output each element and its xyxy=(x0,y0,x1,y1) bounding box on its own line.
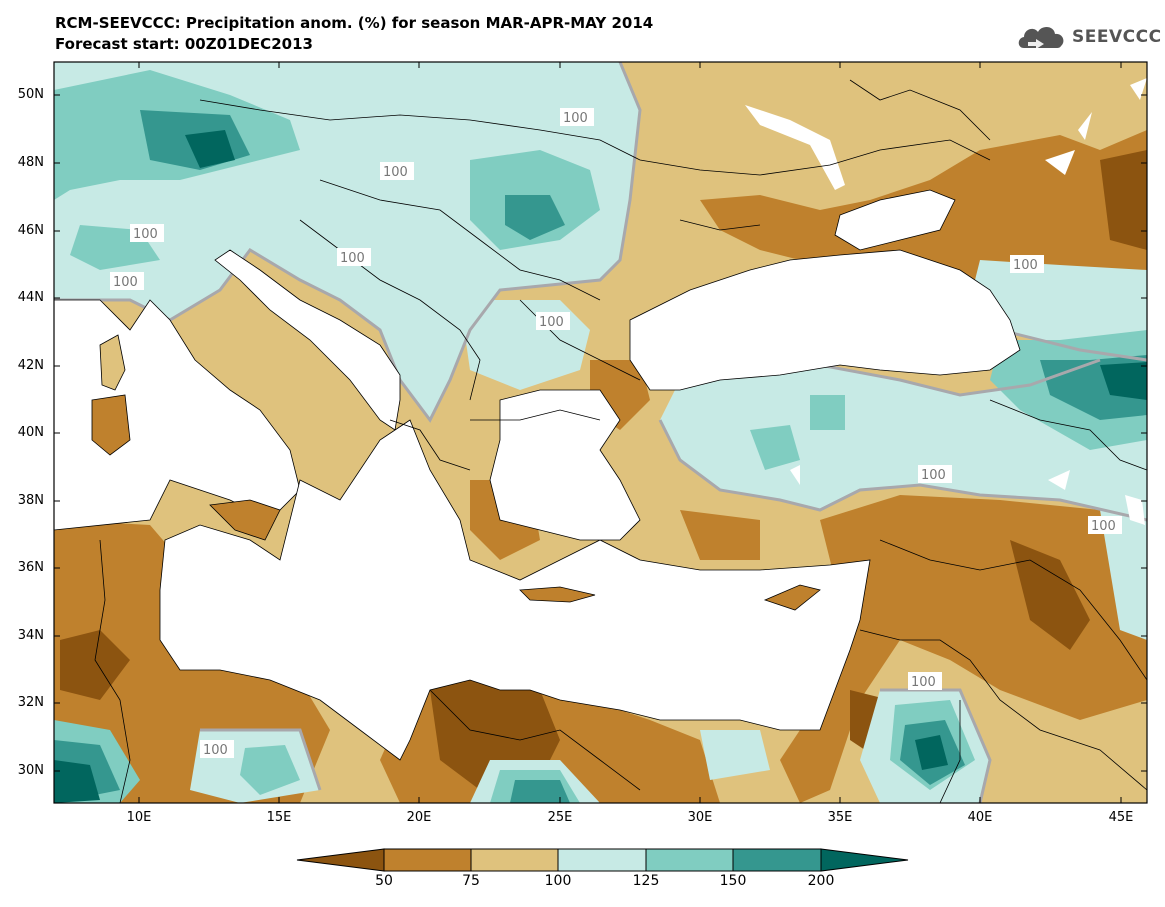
contour-label-100-f: 100 xyxy=(539,315,564,330)
colorbar-segment-above-200 xyxy=(820,848,909,872)
map-title: RCM-SEEVCCC: Precipitation anom. (%) for… xyxy=(55,14,654,32)
lon-label-40e: 40E xyxy=(967,810,993,825)
colorbar-label-100: 100 xyxy=(544,873,572,889)
colorbar-label-50: 50 xyxy=(375,873,393,889)
lon-label-10e: 10E xyxy=(126,810,152,825)
lon-label-35e: 35E xyxy=(827,810,853,825)
colorbar xyxy=(296,848,909,872)
sea-areas xyxy=(54,189,1021,761)
cloud-icon xyxy=(1018,26,1064,49)
anomaly-areas-above-200 xyxy=(54,130,1147,803)
lat-label-30n: 30N xyxy=(17,763,44,778)
contour-label-100-d: 100 xyxy=(113,275,138,290)
lat-label-36n: 36N xyxy=(17,560,44,575)
colorbar-segment-below-50 xyxy=(296,848,385,872)
axis-ticks xyxy=(54,62,1147,803)
contour-labels: 100 100 100 100 100 100 100 100 100 100 … xyxy=(110,108,1122,758)
contour-label-100-h: 100 xyxy=(921,468,946,483)
colorbar-segment-100-125 xyxy=(557,848,647,872)
colorbar-segment-50-75 xyxy=(383,848,472,872)
colorbar-segment-75-100 xyxy=(470,848,559,872)
contour-label-100-b: 100 xyxy=(383,165,408,180)
lat-label-42n: 42N xyxy=(17,358,44,373)
lon-label-25e: 25E xyxy=(547,810,573,825)
colorbar-label-200: 200 xyxy=(807,873,835,889)
lat-label-34n: 34N xyxy=(17,628,44,643)
colorbar-label-150: 150 xyxy=(719,873,747,889)
lat-label-44n: 44N xyxy=(17,290,44,305)
logo-text: SEEVCCC xyxy=(1072,27,1162,47)
colorbar-label-125: 125 xyxy=(632,873,660,889)
contour-label-100-e: 100 xyxy=(340,251,365,266)
contour-label-100-k: 100 xyxy=(203,743,228,758)
islands xyxy=(91,334,821,611)
lat-label-46n: 46N xyxy=(17,223,44,238)
colorbar-label-75: 75 xyxy=(462,873,480,889)
contour-label-100-i: 100 xyxy=(1091,519,1116,534)
forecast-start-subtitle: Forecast start: 00Z01DEC2013 xyxy=(55,35,313,53)
contour-label-100-c: 100 xyxy=(133,227,158,242)
lat-label-32n: 32N xyxy=(17,695,44,710)
contour-label-100-a: 100 xyxy=(563,111,588,126)
colorbar-segment-125-150 xyxy=(645,848,734,872)
country-borders xyxy=(94,79,1147,803)
lat-label-48n: 48N xyxy=(17,155,44,170)
colorbar-segment-150-200 xyxy=(732,848,822,872)
seevccc-logo: SEEVCCC xyxy=(1016,22,1162,52)
lon-label-15e: 15E xyxy=(266,810,292,825)
lon-label-20e: 20E xyxy=(406,810,432,825)
contour-label-100-g: 100 xyxy=(1013,258,1038,273)
lat-label-40n: 40N xyxy=(17,425,44,440)
lat-label-50n: 50N xyxy=(17,87,44,102)
contour-label-100-j: 100 xyxy=(911,675,936,690)
missing-data-patches xyxy=(745,78,1147,525)
lon-label-45e: 45E xyxy=(1108,810,1134,825)
lon-label-30e: 30E xyxy=(687,810,713,825)
lat-label-38n: 38N xyxy=(17,493,44,508)
